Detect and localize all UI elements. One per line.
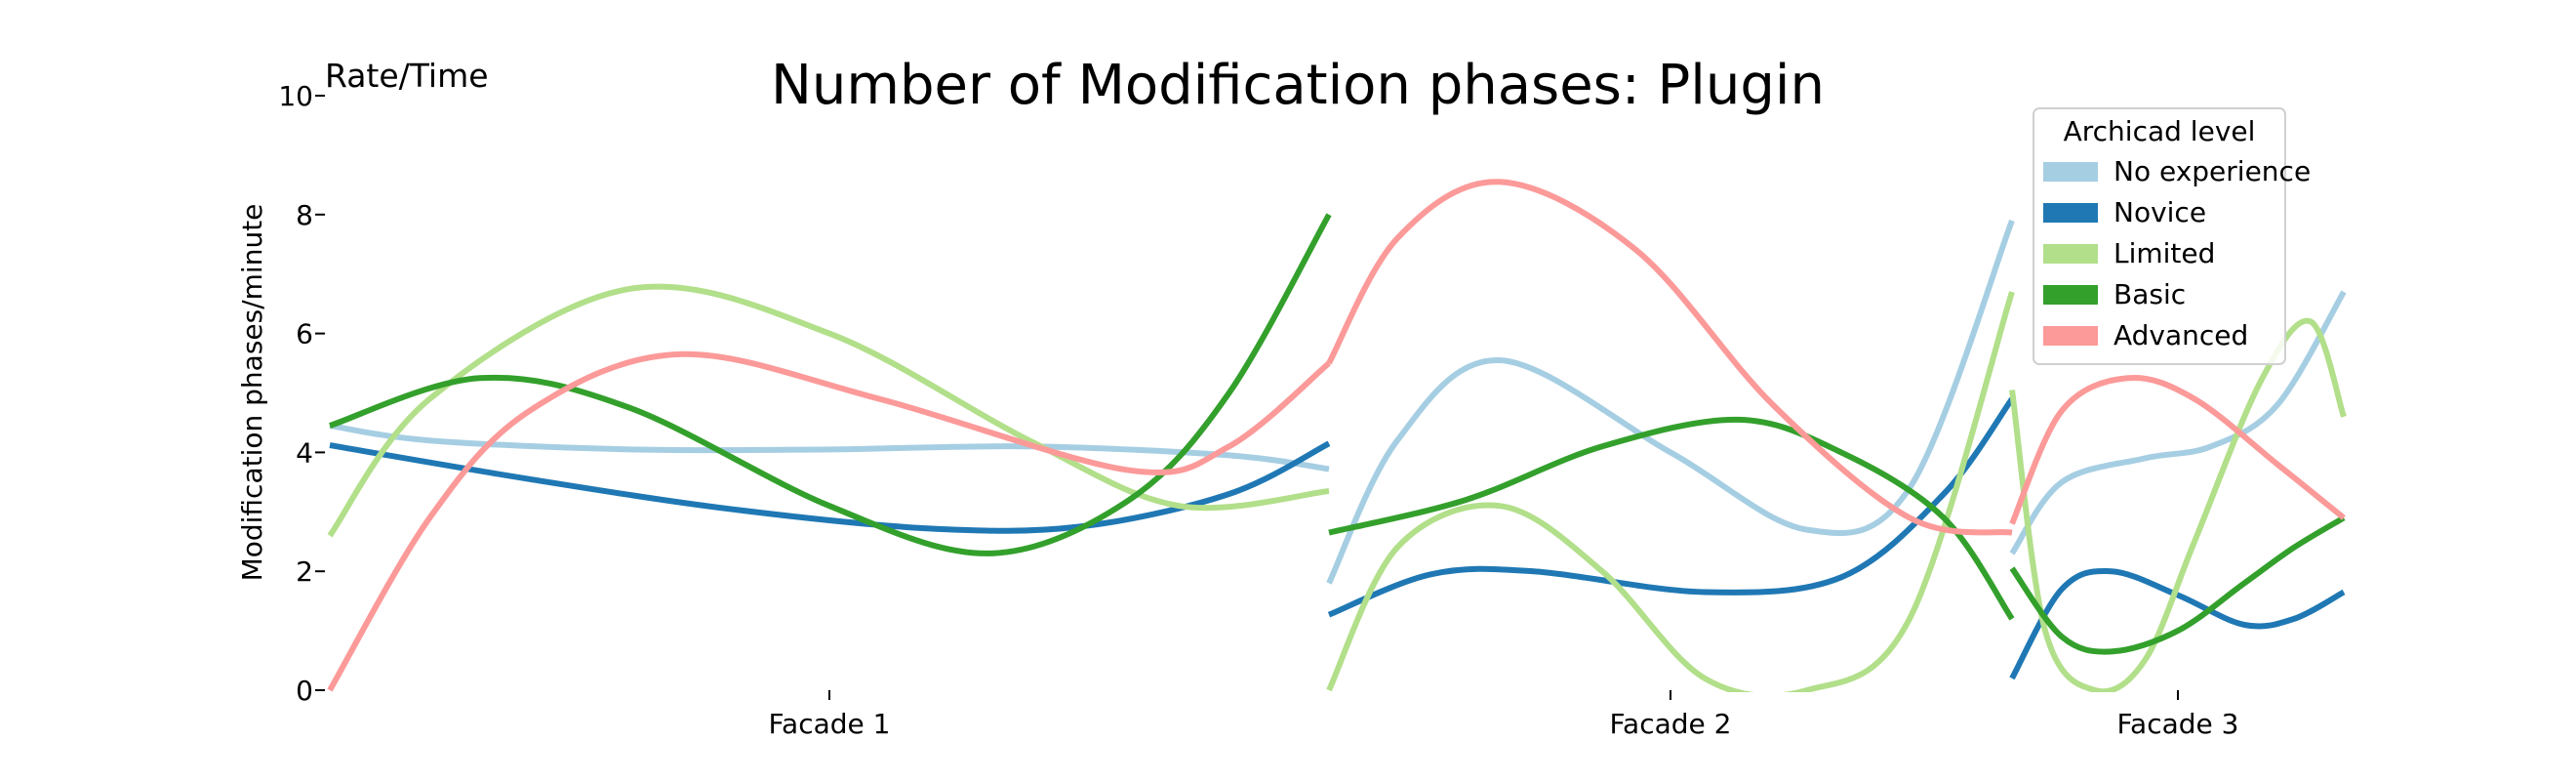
legend-swatch [2043,244,2098,264]
y-tick-label: 8 [296,199,313,231]
series-line-novice-facade-2 [1327,396,2015,618]
legend-swatch [2043,285,2098,305]
plot-area [327,179,2347,692]
x-axis: Facade 1 Facade 2 Facade 3 [769,690,2239,740]
series-line-advanced-facade-2 [1326,179,2013,536]
series-line-limited-facade-3 [2009,317,2347,692]
legend-entry-label: Novice [2113,196,2206,228]
series-line-no-experience-facade-3 [2009,290,2347,555]
x-tick-label: Facade 2 [1610,708,1732,740]
x-tick-label: Facade 1 [769,708,891,740]
series-line-advanced-facade-3 [2009,374,2346,525]
series-line-basic-facade-3 [2009,514,2346,655]
legend-swatch [2043,162,2098,182]
legend-swatch [2043,203,2098,223]
series-line-basic-facade-1 [329,213,1332,556]
legend-entry-label: Advanced [2113,319,2248,351]
y-tick-label: 10 [278,80,313,112]
legend-entry-label: No experience [2113,155,2311,187]
legend-entry-label: Limited [2113,237,2215,269]
chart-title: Number of Modification phases: Plugin [771,54,1825,117]
legend-title: Archicad level [2064,115,2256,147]
series-line-novice-facade-1 [329,440,1331,534]
legend-swatch [2043,326,2098,346]
y-tick-label: 2 [296,555,313,588]
legend: Archicad level No experience Novice Limite… [2033,107,2311,365]
corner-label: Rate/Time [325,57,489,95]
series-line-no-experience-facade-1 [329,423,1330,473]
series-line-limited-facade-1 [327,283,1330,538]
x-tick-label: Facade 3 [2117,708,2239,740]
y-tick-label: 6 [296,318,313,350]
series-line-basic-facade-2 [1328,416,2015,621]
y-tick-label: 0 [296,675,313,707]
legend-entry-label: Basic [2113,278,2186,310]
y-tick-label: 4 [296,436,313,469]
y-axis: 0 2 4 6 8 10 [278,80,325,707]
legend-entries: No experience Novice Limited Basic Advanced [2043,155,2311,351]
y-axis-label: Modification phases/minute [236,204,268,582]
series-line-limited-facade-2 [1326,291,2015,692]
series-line-advanced-facade-1 [327,350,1331,692]
series-line-no-experience-facade-2 [1326,219,2015,585]
